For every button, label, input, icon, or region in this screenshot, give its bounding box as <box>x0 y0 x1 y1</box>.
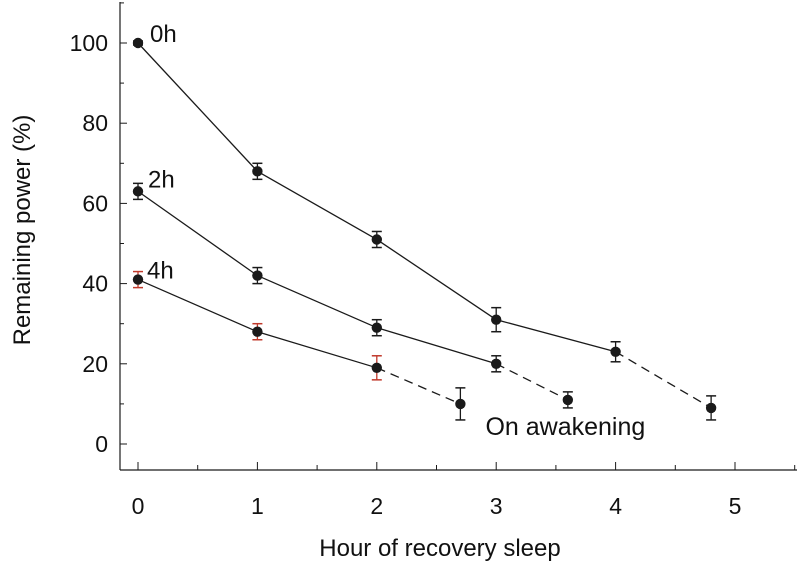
data-point <box>371 322 382 333</box>
data-point <box>610 346 621 357</box>
data-point <box>252 166 263 177</box>
awakening-point <box>562 394 574 406</box>
awakening-point <box>455 398 466 410</box>
x-tick-label: 4 <box>609 493 622 519</box>
data-point <box>252 270 263 281</box>
y-tick-label: 40 <box>82 271 108 297</box>
x-tick-label: 5 <box>729 493 742 519</box>
x-tick-label: 2 <box>370 493 383 519</box>
y-tick-label: 20 <box>82 351 108 377</box>
y-tick-label: 80 <box>82 110 108 136</box>
data-point <box>491 314 502 325</box>
series-line-segment <box>257 170 378 241</box>
series-line-segment <box>137 42 258 172</box>
series-label-0h: 0h <box>150 21 177 48</box>
x-tick-label: 0 <box>132 493 145 519</box>
awakening-point <box>705 402 717 414</box>
y-axis-title: Remaining power (%) <box>9 115 36 346</box>
data-point <box>371 234 382 245</box>
series-line-segment <box>257 274 378 329</box>
data-point <box>132 274 144 285</box>
series-line-segment <box>376 238 497 321</box>
data-point <box>371 362 382 374</box>
data-point <box>491 358 502 369</box>
series-line-segment <box>496 319 616 353</box>
x-axis-title: Hour of recovery sleep <box>319 535 560 562</box>
data-point <box>132 186 144 197</box>
series-line-segment <box>137 190 258 277</box>
data-point <box>132 37 144 49</box>
y-tick-label: 0 <box>95 431 108 457</box>
series-line-segment <box>257 331 377 369</box>
plot-area <box>132 37 717 421</box>
axes: 0 20 40 60 80 100 0 1 2 3 4 5 <box>70 2 797 519</box>
series-label-4h: 4h <box>147 258 174 285</box>
y-tick-label: 60 <box>82 190 108 216</box>
awakening-dashed-line <box>376 367 461 405</box>
annotation-on-awakening: On awakening <box>485 413 645 441</box>
y-tick-label: 100 <box>70 30 108 56</box>
awakening-dashed-line <box>495 363 569 401</box>
awakening-dashed-line <box>615 351 712 409</box>
series-line-segment <box>137 278 258 333</box>
x-tick-label: 1 <box>251 493 264 519</box>
data-point <box>252 326 263 337</box>
series-label-2h: 2h <box>148 166 175 193</box>
series-line-segment <box>376 327 497 365</box>
x-tick-label: 3 <box>490 493 503 519</box>
